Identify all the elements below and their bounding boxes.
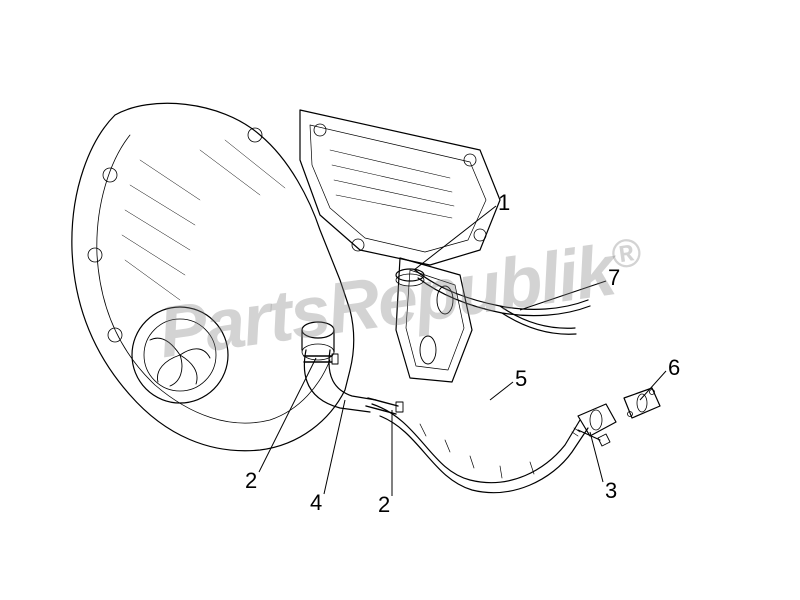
callout-4: 4	[310, 490, 322, 516]
callout-1: 1	[498, 190, 510, 216]
callout-6: 6	[668, 355, 680, 381]
callout-2b: 2	[378, 492, 390, 518]
engine-drawing	[0, 0, 800, 600]
callout-5: 5	[515, 366, 527, 392]
diagram-canvas: PartsRepublik® 12234567	[0, 0, 800, 600]
callout-2a: 2	[245, 468, 257, 494]
callout-7: 7	[608, 265, 620, 291]
callout-3: 3	[605, 478, 617, 504]
